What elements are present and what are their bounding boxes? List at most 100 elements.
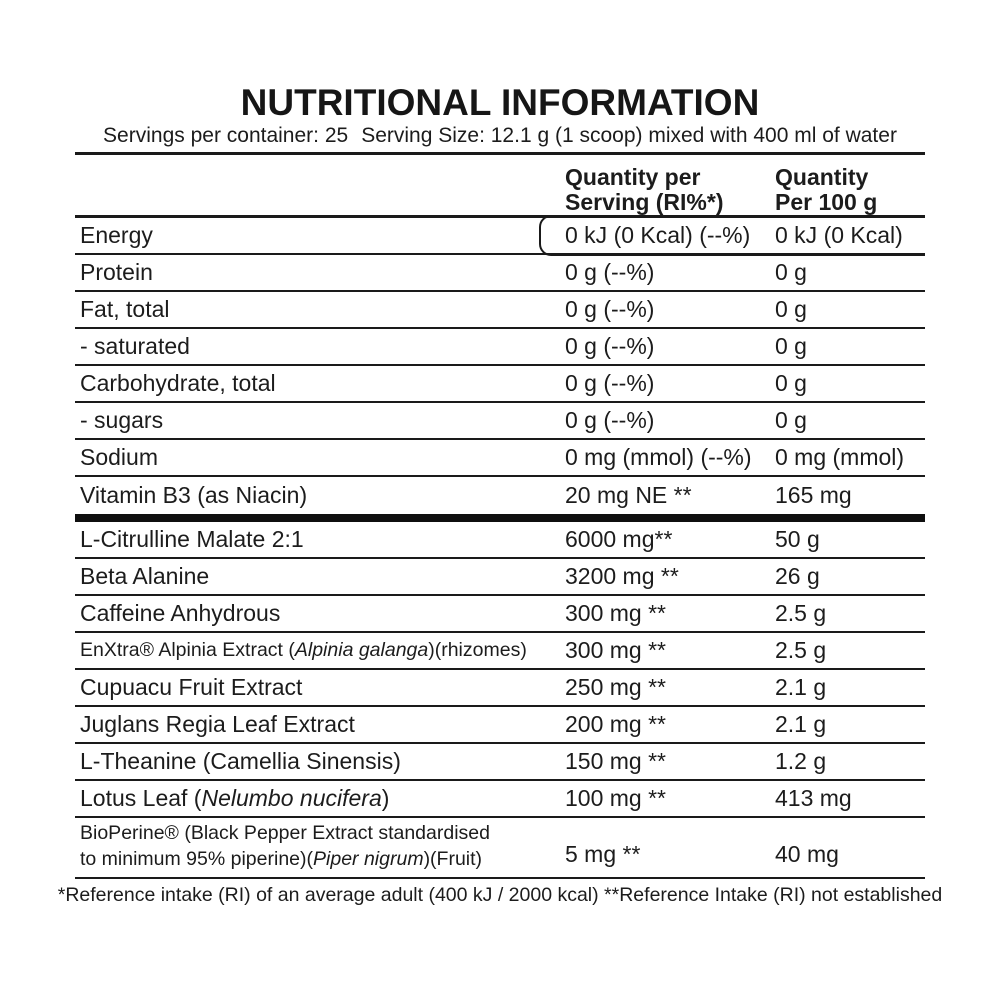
nutrient-name-text: - saturated <box>80 333 190 359</box>
nutrient-name: Fat, total <box>75 296 565 323</box>
nutrient-name: Beta Alanine <box>75 563 565 590</box>
botanical-name: Alpinia galanga <box>294 639 429 661</box>
table-row: EnXtra® Alpinia Extract (Alpinia galanga… <box>75 633 925 670</box>
table-row: - sugars 0 g (--%) 0 g <box>75 403 925 440</box>
quantity-per-serving-value: 0 mg (mmol) (--%) <box>565 444 752 470</box>
quantity-per-100g-value: 26 g <box>775 563 820 589</box>
nutrient-name-text: Lotus Leaf ( <box>80 785 202 811</box>
nutrient-name-text: - sugars <box>80 407 164 433</box>
quantity-per-serving-value: 300 mg ** <box>565 637 667 663</box>
quantity-per-100g-value: 0 kJ (0 Kcal) <box>775 222 903 248</box>
quantity-per-100g-value: 1.2 g <box>775 748 827 774</box>
quantity-per-serving-value: 0 g (--%) <box>565 370 655 396</box>
quantity-per-100g-value: 0 g <box>775 407 807 433</box>
nutrient-name-text: EnXtra® Alpinia Extract ( <box>80 639 295 661</box>
quantity-per-serving-value: 200 mg ** <box>565 711 667 737</box>
panel-title: NUTRITIONAL INFORMATION <box>240 82 760 123</box>
nutrient-name: Juglans Regia Leaf Extract <box>75 711 565 738</box>
nutrient-name-text: Protein <box>80 259 153 285</box>
quantity-per-100g-value: 165 mg <box>775 482 852 508</box>
quantity-per-100g-value: 50 g <box>775 526 820 552</box>
nutrient-name: L-Theanine (Camellia Sinensis) <box>75 748 565 775</box>
quantity-per-serving-value: 300 mg ** <box>565 600 667 626</box>
nutrient-name: EnXtra® Alpinia Extract (Alpinia galanga… <box>75 639 565 662</box>
quantity-per-100g-value: 0 g <box>775 370 807 396</box>
nutrient-name: - sugars <box>75 407 565 434</box>
nutrient-name: L-Citrulline Malate 2:1 <box>75 526 565 553</box>
quantity-per-100g-value: 0 g <box>775 259 807 285</box>
botanical-name: Nelumbo nucifera <box>201 785 382 811</box>
botanical-name: Piper nigrum <box>313 847 424 870</box>
table-row: L-Citrulline Malate 2:1 6000 mg** 50 g <box>75 522 925 559</box>
nutrient-name-text: L-Theanine (Camellia Sinensis) <box>80 748 401 774</box>
nutrient-name: Protein <box>75 259 565 286</box>
serving-size: Serving Size: 12.1 g (1 scoop) mixed wit… <box>361 124 897 147</box>
nutrient-name-text: ) <box>381 785 390 811</box>
nutrient-name-text: Juglans Regia Leaf Extract <box>80 711 355 737</box>
table-row: Vitamin B3 (as Niacin) 20 mg NE ** 165 m… <box>75 477 925 514</box>
table-row: Lotus Leaf (Nelumbo nucifera) 100 mg ** … <box>75 781 925 818</box>
quantity-per-100g-value: 2.1 g <box>775 711 827 737</box>
nutrient-name-text: Vitamin B3 (as Niacin) <box>80 482 308 508</box>
nutrient-name-text: Cupuacu Fruit Extract <box>80 674 303 700</box>
table-row: Caffeine Anhydrous 300 mg ** 2.5 g <box>75 596 925 633</box>
quantity-per-serving-value: 5 mg ** <box>565 841 641 867</box>
quantity-per-serving-value: 0 g (--%) <box>565 296 655 322</box>
quantity-per-serving-value: 3200 mg ** <box>565 563 679 589</box>
nutrition-table: Quantity per Serving (RI%*) Quantity Per… <box>75 152 925 879</box>
nutrient-name-text: Beta Alanine <box>80 563 210 589</box>
nutrient-name: Cupuacu Fruit Extract <box>75 674 565 701</box>
nutrient-name-text: )(rhizomes) <box>428 639 527 661</box>
nutrient-name: - saturated <box>75 333 565 360</box>
table-row: Cupuacu Fruit Extract 250 mg ** 2.1 g <box>75 670 925 707</box>
table-row: - saturated 0 g (--%) 0 g <box>75 329 925 366</box>
header-quantity-per-serving: Quantity per Serving (RI%*) <box>565 164 724 215</box>
quantity-per-100g-value: 2.5 g <box>775 600 827 626</box>
quantity-per-serving-value: 100 mg ** <box>565 785 667 811</box>
quantity-per-serving-value: 6000 mg** <box>565 526 673 552</box>
servings-per-container: Servings per container: 25 <box>103 124 349 147</box>
table-row: Fat, total 0 g (--%) 0 g <box>75 292 925 329</box>
table-row: Carbohydrate, total 0 g (--%) 0 g <box>75 366 925 403</box>
table-row: L-Theanine (Camellia Sinensis) 150 mg **… <box>75 744 925 781</box>
nutrient-name-text: Fat, total <box>80 296 170 322</box>
header-nutrient-column <box>75 165 565 215</box>
nutrient-name: Energy <box>75 222 565 249</box>
nutrient-name-text: L-Citrulline Malate 2:1 <box>80 526 304 552</box>
quantity-per-100g-value: 413 mg <box>775 785 852 811</box>
quantity-per-100g-value: 40 mg <box>775 841 839 867</box>
table-header-row: Quantity per Serving (RI%*) Quantity Per… <box>75 152 925 218</box>
quantity-per-serving-value: 0 g (--%) <box>565 333 655 359</box>
section-divider <box>75 514 925 522</box>
quantity-per-100g-value: 2.1 g <box>775 674 827 700</box>
nutrient-name-text: Energy <box>80 222 153 248</box>
quantity-per-serving-value: 0 g (--%) <box>565 407 655 433</box>
table-row: Juglans Regia Leaf Extract 200 mg ** 2.1… <box>75 707 925 744</box>
table-row: Energy 0 kJ (0 Kcal) (--%) 0 kJ (0 Kcal) <box>75 215 925 256</box>
table-row: BioPerine® (Black Pepper Extract standar… <box>75 818 925 879</box>
nutrient-name-text: )(Fruit) <box>423 847 483 870</box>
nutrient-name: BioPerine® (Black Pepper Extract standar… <box>75 821 565 877</box>
quantity-per-serving-value: 20 mg NE ** <box>565 482 692 508</box>
table-row: Beta Alanine 3200 mg ** 26 g <box>75 559 925 596</box>
serving-info: Servings per container: 25 Serving Size:… <box>0 124 1000 148</box>
quantity-per-serving-value: 0 g (--%) <box>565 259 655 285</box>
quantity-per-100g-value: 0 g <box>775 333 807 359</box>
reference-intake-footnote: *Reference intake (RI) of an average adu… <box>57 884 943 906</box>
nutrient-name-text: Caffeine Anhydrous <box>80 600 281 626</box>
quantity-per-100g-value: 0 mg (mmol) <box>775 444 905 470</box>
nutrient-name-text: Sodium <box>80 444 158 470</box>
nutrient-name: Lotus Leaf (Nelumbo nucifera) <box>75 785 565 812</box>
nutrient-name-text: Carbohydrate, total <box>80 370 276 396</box>
table-body: Energy 0 kJ (0 Kcal) (--%) 0 kJ (0 Kcal)… <box>75 215 925 879</box>
quantity-per-serving-value: 250 mg ** <box>565 674 667 700</box>
nutrient-name-text: BioPerine® (Black Pepper Extract standar… <box>80 822 490 870</box>
nutrient-name: Vitamin B3 (as Niacin) <box>75 482 565 509</box>
quantity-per-100g-value: 2.5 g <box>775 637 827 663</box>
table-row: Protein 0 g (--%) 0 g <box>75 255 925 292</box>
quantity-per-serving-value: 150 mg ** <box>565 748 667 774</box>
quantity-per-serving-value: 0 kJ (0 Kcal) (--%) <box>565 222 751 248</box>
header-quantity-per-100g: Quantity Per 100 g <box>775 164 878 215</box>
nutrient-name: Sodium <box>75 444 565 471</box>
